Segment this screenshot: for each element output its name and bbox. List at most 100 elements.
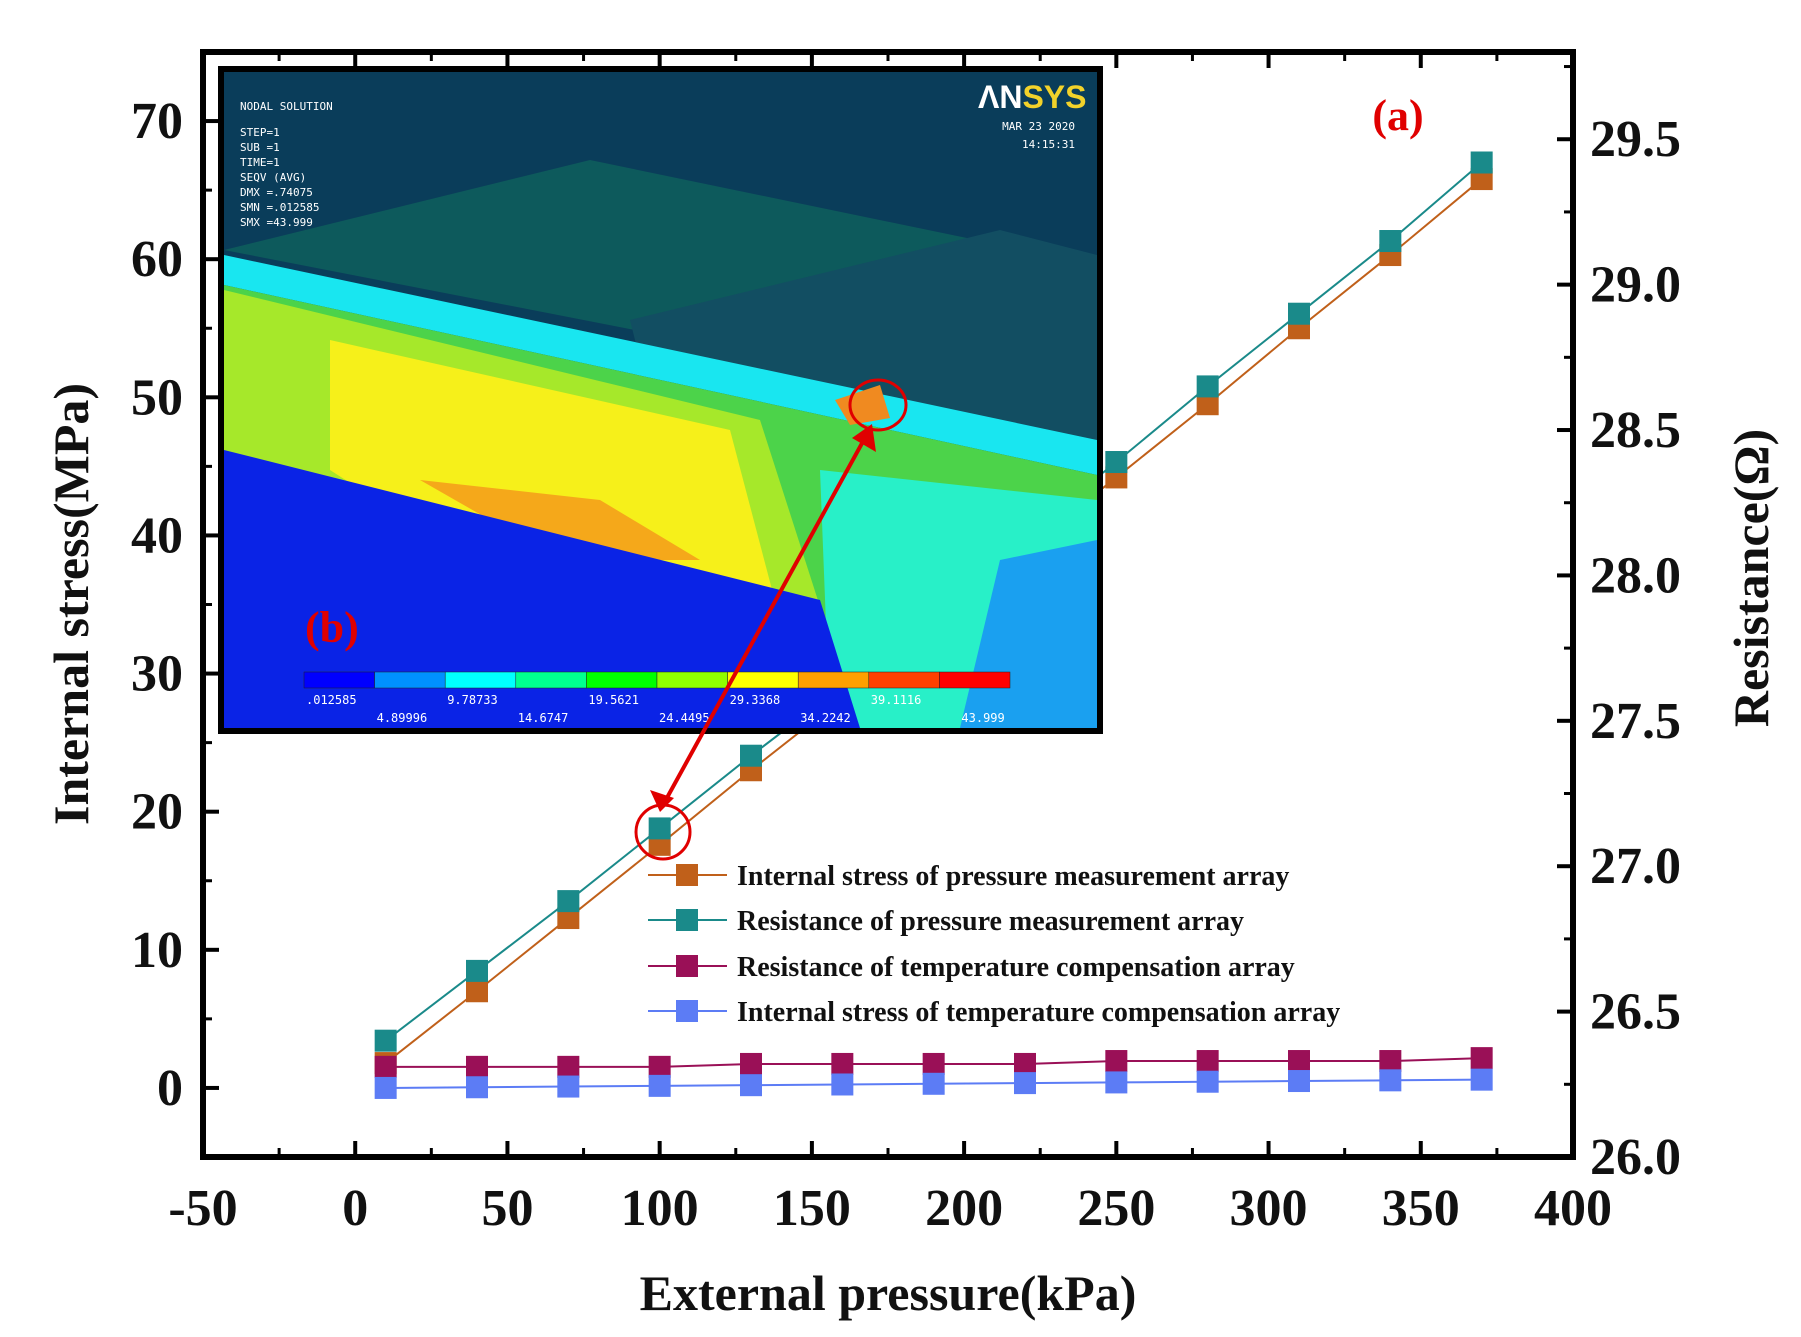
- legend-label: Internal stress of temperature compensat…: [737, 997, 1340, 1028]
- colorbar-segment: [586, 671, 658, 689]
- data-point-series-3: [557, 1075, 580, 1098]
- data-point-series-1: [557, 890, 580, 913]
- annotation-arrow-head-top: [852, 424, 876, 452]
- data-point-series-2: [1470, 1047, 1493, 1070]
- inset-time: 14:15:31: [1022, 138, 1075, 151]
- inset-blue-region: [224, 450, 860, 728]
- inset-date: MAR 23 2020: [1002, 120, 1075, 133]
- y2-tick-label: 28.5: [1590, 402, 1681, 459]
- data-point-series-2: [466, 1055, 488, 1078]
- colorbar-label: 29.3368: [730, 693, 781, 707]
- legend-label: Resistance of temperature compensation a…: [737, 952, 1295, 983]
- data-point-series-3: [1379, 1069, 1402, 1092]
- inset-info-line: STEP=1: [240, 126, 280, 139]
- legend-label: Internal stress of pressure measurement …: [737, 861, 1289, 892]
- inset-info-line: SEQV (AVG): [240, 171, 306, 184]
- x-axis-title: External pressure(kPa): [640, 1265, 1137, 1321]
- data-point-series-2: [740, 1052, 762, 1075]
- data-point-series-1: [1105, 451, 1128, 474]
- data-point-series-1: [648, 817, 671, 840]
- data-point-series-1: [740, 744, 762, 767]
- colorbar-segment: [656, 671, 728, 689]
- y-tick-label: 30: [131, 646, 183, 703]
- legend-marker: [676, 909, 698, 931]
- data-point-series-1: [1288, 302, 1310, 325]
- y-axis-right-ticks: 26.0 26.5 27.0 27.5 28.0 28.5 29.0 29.5: [1557, 65, 1681, 1186]
- data-point-series-1: [1196, 375, 1219, 398]
- data-point-series-2: [1379, 1050, 1402, 1073]
- data-point-series-2: [1196, 1050, 1219, 1073]
- data-point-series-3: [740, 1074, 762, 1097]
- panel-label-b: (b): [305, 603, 359, 652]
- inset-cyan-band: [224, 255, 1097, 475]
- colorbar-label: 19.5621: [588, 693, 639, 707]
- legend-label: Resistance of pressure measurement array: [737, 906, 1244, 937]
- y-tick-label: 70: [131, 93, 183, 150]
- x-tick-label: 50: [481, 1180, 533, 1237]
- y2-tick-label: 26.0: [1590, 1129, 1681, 1186]
- panel-label-a: (a): [1372, 91, 1423, 140]
- legend: Internal stress of pressure measurement …: [648, 861, 1340, 1028]
- y-tick-label: 60: [131, 231, 183, 288]
- y-axis-right-title: Resistance(Ω): [1723, 429, 1779, 727]
- x-tick-label: 0: [342, 1180, 368, 1237]
- y2-tick-label: 29.0: [1590, 257, 1681, 314]
- y-tick-label: 50: [131, 369, 183, 426]
- legend-marker: [676, 1000, 698, 1022]
- data-point-series-2: [557, 1055, 580, 1078]
- inset-info-line: TIME=1: [240, 156, 280, 169]
- data-point-series-3: [466, 1076, 488, 1099]
- annotation-circle-inset: [848, 378, 908, 432]
- ansys-logo-suffix: SYS: [1022, 79, 1086, 115]
- x-axis-ticks: -50 0 50 100 150 200 250 300 350 400: [168, 52, 1612, 1237]
- ansys-logo: ΛNSYS: [970, 76, 1090, 116]
- colorbar-label: 39.1116: [871, 693, 922, 707]
- x-tick-label: 400: [1534, 1180, 1612, 1237]
- y2-tick-label: 27.0: [1590, 838, 1681, 895]
- inset-info-text: NODAL SOLUTION STEP=1 SUB =1 TIME=1 SEQV (AV…: [240, 100, 333, 229]
- x-tick-label: 100: [621, 1180, 699, 1237]
- data-point-series-3: [1105, 1071, 1128, 1094]
- colorbar-segment: [444, 671, 517, 689]
- inset-colorbar: .012585 9.78733 19.5621 29.3368 39.1116 4.899…: [303, 671, 1011, 725]
- data-point-series-3: [922, 1072, 945, 1095]
- y-axis-left-ticks: 0 10 20 30 40 50 60 70: [131, 50, 219, 1159]
- data-point-series-2: [1105, 1050, 1128, 1073]
- legend-marker: [676, 864, 698, 886]
- x-tick-label: 250: [1077, 1180, 1155, 1237]
- inset-right-block: [630, 230, 1097, 440]
- data-point-series-3: [1196, 1070, 1219, 1093]
- y-tick-label: 20: [131, 784, 183, 841]
- inset-info-line: SMN =.012585: [240, 201, 319, 214]
- x-tick-label: 150: [773, 1180, 851, 1237]
- data-point-series-2: [831, 1052, 854, 1075]
- y2-tick-label: 27.5: [1590, 693, 1681, 750]
- colorbar-segment: [939, 671, 1011, 689]
- colorbar-label: 4.89996: [377, 711, 428, 725]
- colorbar-label: 24.4495: [659, 711, 710, 725]
- data-point-series-2: [374, 1055, 397, 1078]
- data-point-series-2: [1014, 1052, 1036, 1075]
- data-point-series-1: [1470, 151, 1493, 174]
- colorbar-segment: [797, 671, 870, 689]
- data-point-series-3: [1014, 1072, 1036, 1095]
- colorbar-segment: [374, 671, 446, 689]
- legend-marker: [676, 955, 698, 977]
- ansys-logo-text: ΛNSYS: [978, 79, 1086, 115]
- inset-orange-region: [420, 480, 700, 560]
- data-point-series-3: [831, 1073, 854, 1096]
- colorbar-segment: [727, 671, 799, 689]
- y2-tick-label: 26.5: [1590, 984, 1681, 1041]
- y-tick-label: 0: [157, 1060, 183, 1117]
- data-point-series-2: [1288, 1050, 1310, 1073]
- data-point-series-1: [466, 959, 488, 982]
- colorbar-segment: [868, 671, 940, 689]
- inset-info-line: NODAL SOLUTION: [240, 100, 333, 113]
- x-tick-label: 350: [1382, 1180, 1460, 1237]
- inset-hotspot: [835, 385, 890, 425]
- ansys-logo-prefix: ΛN: [978, 79, 1022, 115]
- data-point-series-3: [648, 1074, 671, 1097]
- inset-info-line: DMX =.74075: [240, 186, 313, 199]
- colorbar-label: 34.2242: [800, 711, 851, 725]
- ansys-inset: NODAL SOLUTION STEP=1 SUB =1 TIME=1 SEQV (AV…: [218, 66, 1103, 734]
